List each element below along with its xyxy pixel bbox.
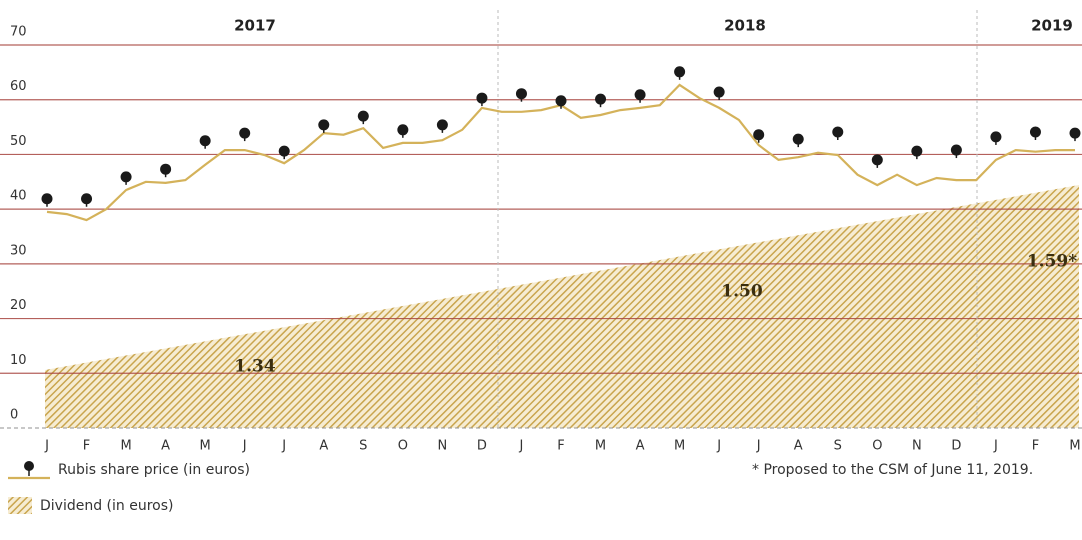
price-marker — [990, 131, 1002, 143]
x-tick-label: N — [912, 439, 922, 454]
legend-label: Rubis share price (in euros) — [58, 462, 250, 478]
x-tick-label: F — [83, 439, 90, 454]
footnote: * Proposed to the CSM of June 11, 2019. — [752, 462, 1033, 478]
x-tick-label: D — [477, 439, 487, 454]
x-tick-label: O — [872, 439, 882, 454]
dividend-area — [45, 185, 1079, 428]
x-tick-label: A — [794, 439, 803, 454]
price-marker — [357, 110, 369, 122]
x-tick-label: O — [398, 439, 408, 454]
price-marker — [397, 124, 409, 136]
x-tick-label: J — [242, 439, 247, 454]
x-tick-label: A — [319, 439, 328, 454]
price-marker — [515, 88, 527, 100]
price-marker — [1069, 127, 1081, 139]
x-tick-label: S — [834, 439, 842, 454]
x-tick-label: S — [359, 439, 367, 454]
y-tick-label: 70 — [10, 25, 27, 40]
price-marker — [41, 193, 53, 205]
price-marker — [674, 66, 686, 78]
price-marker — [950, 144, 962, 156]
x-tick-label: M — [200, 439, 211, 454]
y-tick-label: 50 — [10, 134, 27, 149]
x-tick-label: F — [557, 439, 564, 454]
price-marker — [436, 119, 448, 131]
x-tick-label: F — [1032, 439, 1039, 454]
price-marker — [318, 119, 330, 131]
legend-label: Dividend (in euros) — [40, 498, 174, 514]
y-tick-label: 20 — [10, 298, 27, 313]
y-tick-label: 10 — [10, 353, 27, 368]
dividend-label: 1.59* — [1027, 252, 1077, 272]
price-marker — [160, 163, 172, 175]
price-marker — [1029, 126, 1041, 138]
price-marker — [120, 171, 132, 183]
x-tick-label: A — [161, 439, 170, 454]
year-label: 2018 — [724, 17, 766, 35]
price-marker — [278, 145, 290, 157]
dividend-label: 1.50 — [721, 282, 763, 302]
price-marker — [713, 86, 725, 98]
price-marker — [753, 129, 765, 141]
x-tick-label: D — [951, 439, 961, 454]
legend-swatch — [8, 497, 32, 514]
price-marker — [595, 93, 607, 105]
x-tick-label: M — [1069, 439, 1080, 454]
price-marker — [239, 127, 251, 139]
price-marker — [81, 193, 93, 205]
y-tick-label: 60 — [10, 79, 27, 94]
x-tick-label: A — [636, 439, 645, 454]
price-marker — [871, 154, 883, 166]
x-tick-label: J — [44, 439, 49, 454]
y-tick-label: 0 — [10, 408, 18, 423]
price-marker — [832, 126, 844, 138]
x-tick-label: M — [595, 439, 606, 454]
y-tick-label: 40 — [10, 189, 27, 204]
price-marker — [555, 95, 567, 107]
x-tick-label: M — [674, 439, 685, 454]
price-marker — [199, 135, 211, 147]
dividend-label: 1.34 — [234, 357, 276, 377]
price-marker — [911, 145, 923, 157]
price-marker — [634, 89, 646, 101]
year-label: 2019 — [1031, 17, 1073, 35]
x-tick-label: J — [281, 439, 286, 454]
x-tick-label: J — [519, 439, 524, 454]
year-label: 2017 — [234, 17, 276, 35]
x-tick-label: M — [120, 439, 131, 454]
x-tick-label: N — [438, 439, 448, 454]
legend-marker — [24, 461, 34, 471]
x-tick-label: J — [716, 439, 721, 454]
x-tick-label: J — [993, 439, 998, 454]
price-marker — [476, 92, 488, 104]
y-tick-label: 30 — [10, 243, 27, 258]
price-marker — [792, 133, 804, 145]
x-tick-label: J — [756, 439, 761, 454]
